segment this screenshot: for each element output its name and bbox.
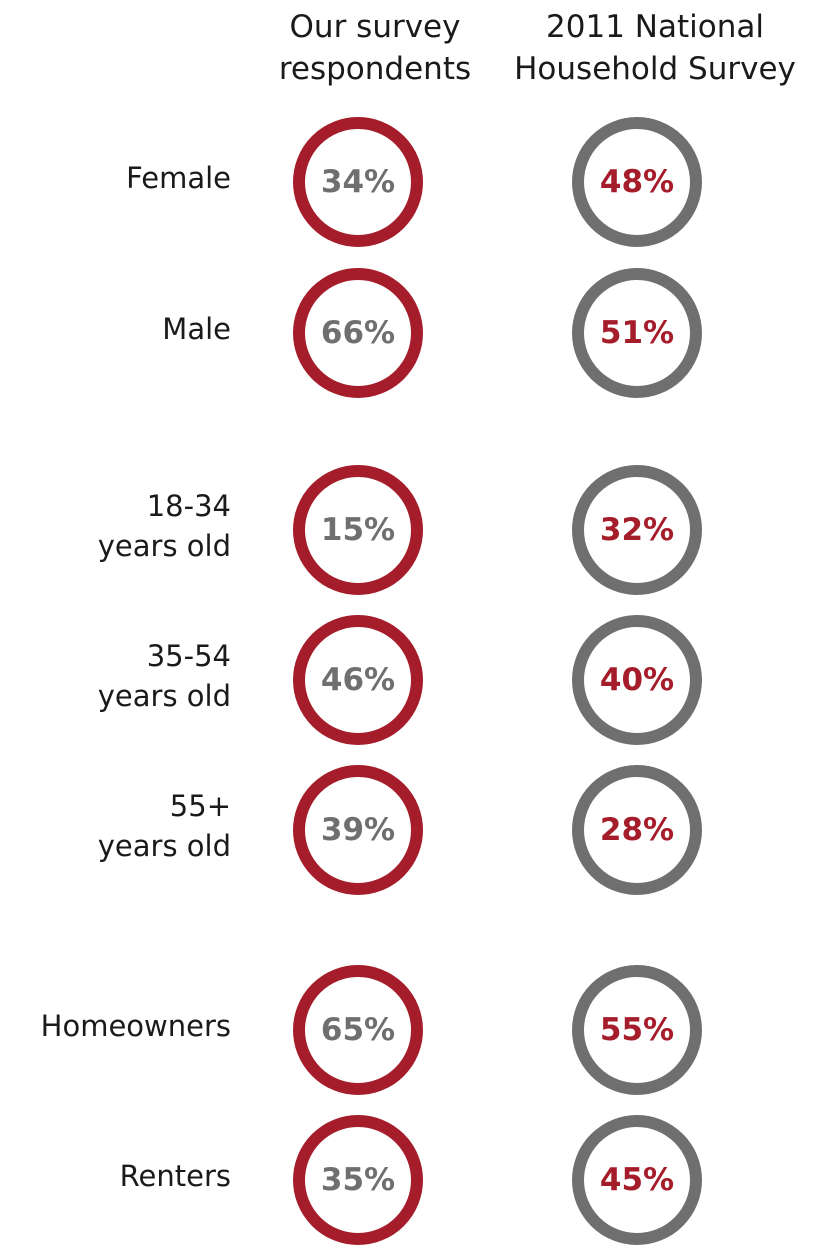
national-percent-circle: 40%	[572, 615, 702, 745]
national-percent-circle: 28%	[572, 765, 702, 895]
row-label: Male	[162, 312, 231, 346]
survey-percent-circle: 66%	[293, 268, 423, 398]
row-label: 18-34 years old	[97, 489, 231, 563]
survey-percent-circle: 15%	[293, 465, 423, 595]
survey-percent-circle: 39%	[293, 765, 423, 895]
row-label: 35-54 years old	[97, 639, 231, 713]
row-label: Renters	[119, 1159, 231, 1193]
national-percent-circle: 51%	[572, 268, 702, 398]
row-label: Homeowners	[40, 1009, 231, 1043]
national-percent-circle: 32%	[572, 465, 702, 595]
survey-percent-circle: 35%	[293, 1115, 423, 1245]
national-percent-circle: 55%	[572, 965, 702, 1095]
column-header-survey: Our survey respondents	[278, 9, 472, 87]
column-header-national: 2011 National Household Survey	[514, 9, 796, 87]
survey-percent-circle: 34%	[293, 117, 423, 247]
survey-percent-circle: 46%	[293, 615, 423, 745]
row-label: 55+ years old	[97, 789, 231, 863]
row-label: Female	[126, 161, 231, 195]
national-percent-circle: 48%	[572, 117, 702, 247]
survey-percent-circle: 65%	[293, 965, 423, 1095]
national-percent-circle: 45%	[572, 1115, 702, 1245]
